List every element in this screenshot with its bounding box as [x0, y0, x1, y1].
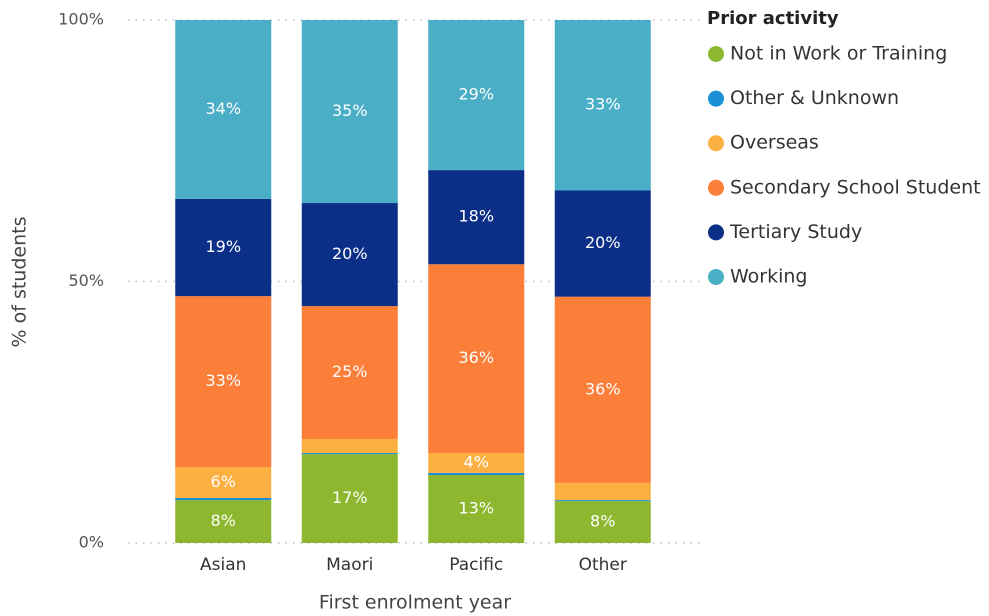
bar-segment [428, 264, 525, 454]
bar-segment [428, 20, 525, 171]
data-label: 18% [458, 207, 494, 226]
x-tick-label: Pacific [449, 555, 503, 575]
bar-segment [301, 20, 398, 204]
legend-marker [708, 135, 724, 152]
data-label: 33% [585, 95, 621, 114]
bar-segment [301, 454, 398, 543]
bar-segment [175, 467, 272, 499]
data-label: 29% [458, 85, 494, 104]
y-axis-title: % of students [9, 217, 31, 348]
legend-label: Other & Unknown [730, 87, 899, 109]
data-label: 8% [590, 512, 615, 531]
legend-title: Prior activity [707, 8, 839, 29]
data-label: 36% [585, 379, 621, 398]
bar-segment [554, 20, 651, 191]
data-label: 20% [332, 244, 368, 263]
legend-label: Overseas [730, 132, 819, 154]
data-label: 6% [211, 472, 236, 491]
data-label: 35% [332, 101, 368, 120]
legend-marker [708, 90, 724, 107]
bar-segment [175, 500, 272, 543]
legend-marker [708, 179, 724, 196]
bar-segment [554, 296, 651, 483]
bar-segment [428, 472, 525, 476]
bar-segment [301, 453, 398, 455]
data-label: 33% [205, 371, 241, 390]
bar-segment [428, 475, 525, 543]
data-label: 4% [464, 452, 489, 471]
legend-marker [708, 269, 724, 285]
x-tick-label: Other [579, 555, 627, 575]
bar-segment [175, 198, 272, 297]
data-label: 17% [332, 488, 368, 507]
bar-segment [175, 296, 272, 468]
data-label: 19% [205, 237, 241, 256]
bar-segment [301, 438, 398, 454]
legend-label: Tertiary Study [729, 221, 862, 243]
bar-segment [301, 306, 398, 439]
data-label: 8% [211, 511, 236, 530]
legend-label: Secondary School Student [730, 176, 981, 198]
bar-segment [554, 482, 651, 501]
data-label: 20% [585, 233, 621, 252]
bar-segment [428, 453, 525, 473]
bar-segment [554, 190, 651, 297]
legend-label: Not in Work or Training [730, 43, 947, 65]
y-tick-label: 100% [58, 10, 104, 29]
y-tick-label: 0% [79, 533, 104, 552]
data-label: 34% [205, 99, 241, 118]
x-tick-label: Asian [200, 555, 246, 575]
y-tick-label: 50% [68, 271, 104, 290]
bar-segment [175, 20, 272, 199]
legend-marker [708, 46, 724, 62]
data-label: 13% [458, 499, 494, 518]
bar-segment [554, 500, 651, 502]
bar-segment [554, 501, 651, 543]
bar-segment [175, 498, 272, 501]
data-label: 36% [458, 348, 494, 367]
legend-marker [708, 224, 724, 241]
x-tick-label: Maori [326, 555, 373, 575]
bar-segment [428, 170, 525, 265]
data-label: 25% [332, 362, 368, 381]
bar-segment [301, 203, 398, 307]
x-axis-title: First enrolment year [319, 592, 511, 614]
legend-label: Working [730, 266, 808, 288]
